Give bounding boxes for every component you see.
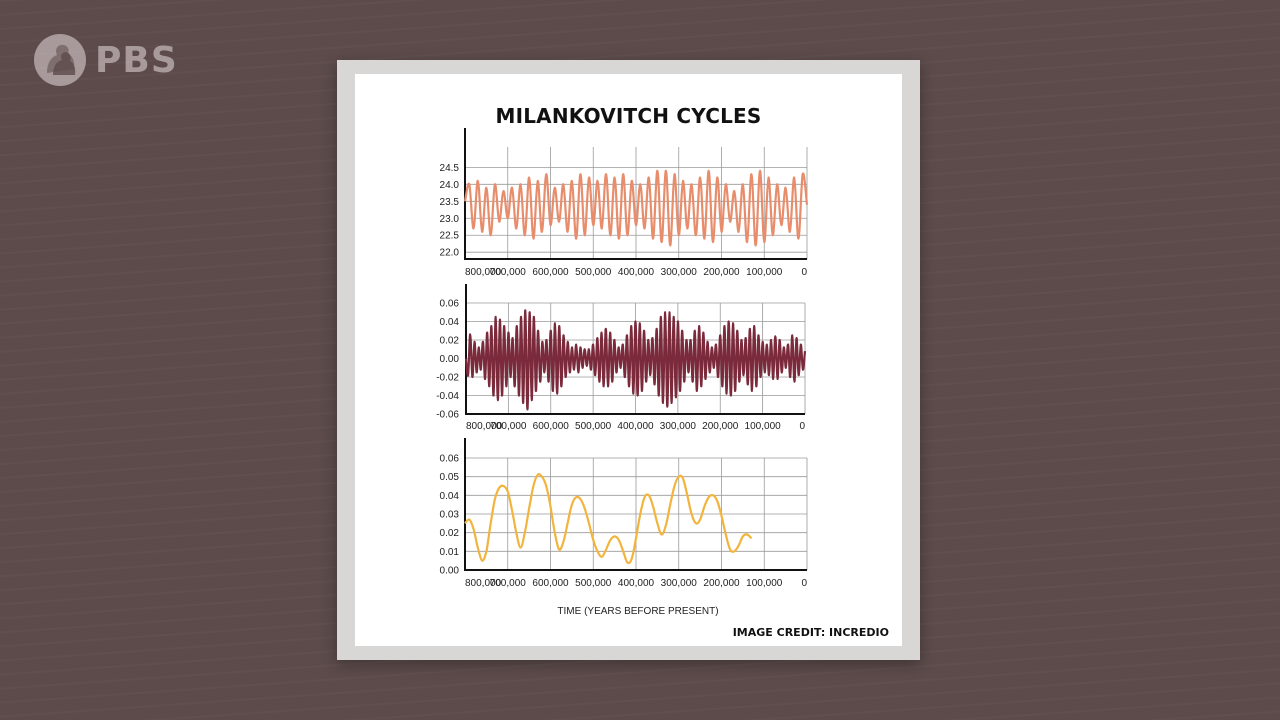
logo-text: PBS <box>95 39 178 81</box>
x-tick-label: 300,000 <box>661 267 698 278</box>
y-tick-label: 0.02 <box>440 528 460 539</box>
y-tick-label: 0.05 <box>440 472 460 483</box>
x-tick-label: 0 <box>799 421 805 432</box>
y-tick-label: 0.06 <box>440 299 460 310</box>
y-tick-label: 22.0 <box>440 248 460 259</box>
x-tick-label: 500,000 <box>575 421 612 432</box>
x-axis-label: TIME (YEARS BEFORE PRESENT) <box>557 606 718 617</box>
series-line <box>463 169 809 247</box>
x-tick-label: 200,000 <box>703 578 740 589</box>
x-tick-label: 500,000 <box>575 578 612 589</box>
x-tick-label: 700,000 <box>490 421 527 432</box>
x-tick-label: 200,000 <box>702 421 739 432</box>
figure-paper: MILANKOVITCH CYCLES 800,000 700,000 600,00… <box>355 74 902 646</box>
y-tick-label: 0.01 <box>440 547 460 558</box>
x-tick-label: 700,000 <box>490 578 527 589</box>
x-tick-label: 600,000 <box>532 578 569 589</box>
chart-title: MILANKOVITCH CYCLES <box>495 104 762 128</box>
y-tick-label: 0.06 <box>440 454 460 465</box>
x-tick-label: 400,000 <box>618 267 655 278</box>
x-tick-label: 300,000 <box>660 421 697 432</box>
x-tick-label: 800,000 <box>465 267 502 278</box>
x-tick-label: 200,000 <box>703 267 740 278</box>
x-tick-label: 100,000 <box>745 421 782 432</box>
x-tick-label: 0 <box>801 267 807 278</box>
x-tick-label: 600,000 <box>533 421 570 432</box>
x-tick-label: 100,000 <box>746 578 783 589</box>
image-credit: IMAGE CREDIT: INCREDIO <box>732 626 889 639</box>
x-tick-label: 300,000 <box>661 578 698 589</box>
x-tick-label: 500,000 <box>575 267 612 278</box>
y-tick-label: 23.5 <box>440 197 460 208</box>
x-tick-label: 400,000 <box>618 578 655 589</box>
x-tick-label: 400,000 <box>617 421 654 432</box>
y-tick-label: 0.00 <box>440 354 460 365</box>
series-line <box>464 309 807 411</box>
y-tick-label: 24.0 <box>440 180 460 191</box>
pbs-heads-icon <box>34 34 86 86</box>
x-tick-label: 0 <box>801 578 807 589</box>
y-tick-label: 23.0 <box>440 214 460 225</box>
x-tick-label: 100,000 <box>746 267 783 278</box>
x-tick-label: 700,000 <box>490 267 527 278</box>
series-line <box>464 473 753 565</box>
y-tick-label: 0.04 <box>440 491 460 502</box>
y-tick-label: 22.5 <box>440 231 460 242</box>
x-tick-label: 800,000 <box>466 421 503 432</box>
y-tick-label: 0.02 <box>440 336 460 347</box>
y-tick-label: -0.06 <box>436 410 459 421</box>
x-tick-label: 800,000 <box>465 578 502 589</box>
y-tick-label: 24.5 <box>440 163 460 174</box>
y-tick-label: -0.02 <box>436 373 459 384</box>
x-tick-label: 600,000 <box>532 267 569 278</box>
y-tick-label: 0.04 <box>440 317 460 328</box>
y-tick-label: -0.04 <box>436 391 459 402</box>
y-tick-label: 0.00 <box>440 566 460 577</box>
y-tick-label: 0.03 <box>440 510 460 521</box>
pbs-logo: PBS <box>33 33 178 87</box>
